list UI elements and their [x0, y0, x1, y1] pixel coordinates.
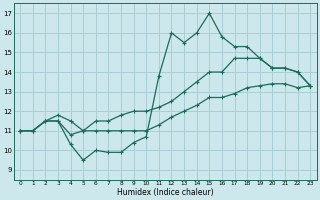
X-axis label: Humidex (Indice chaleur): Humidex (Indice chaleur) — [117, 188, 213, 197]
